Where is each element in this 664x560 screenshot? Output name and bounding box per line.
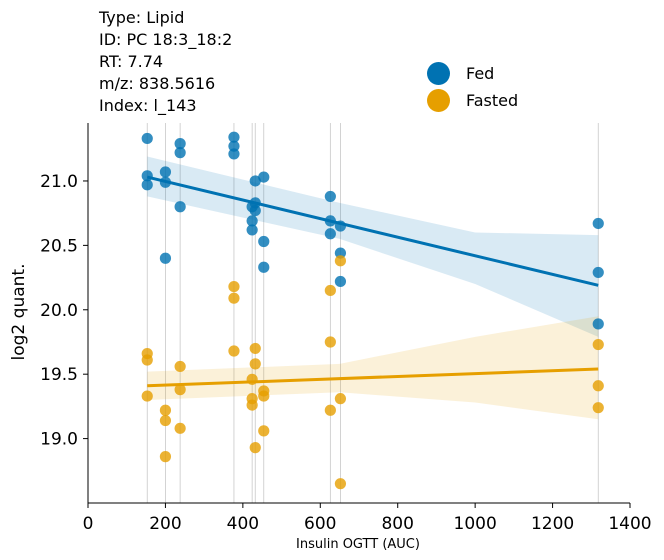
data-point-fasted xyxy=(324,336,336,348)
data-point-fed xyxy=(141,132,153,145)
data-point-fasted xyxy=(592,380,604,392)
data-point-fasted xyxy=(174,422,186,434)
data-point-fasted xyxy=(324,284,336,297)
data-point-fed xyxy=(141,179,153,191)
data-point-fasted xyxy=(228,292,240,304)
x-tick-label: 1200 xyxy=(531,514,574,534)
data-point-fasted xyxy=(334,393,347,405)
data-point-fasted xyxy=(159,414,172,427)
data-point-fasted xyxy=(592,402,604,414)
data-point-fed xyxy=(334,247,347,259)
data-point-fasted xyxy=(141,390,153,402)
data-point-fed xyxy=(228,131,240,143)
confidence-band-fasted xyxy=(147,316,599,420)
x-axis-label: Insulin OGTT (AUC) xyxy=(296,537,420,552)
data-point-fed xyxy=(228,148,240,160)
info-id: ID: PC 18:3_18:2 xyxy=(99,30,233,49)
data-point-fasted xyxy=(592,338,604,351)
legend-label-fed: Fed xyxy=(466,64,495,83)
data-point-fed xyxy=(258,235,270,248)
data-point-fasted xyxy=(334,255,347,267)
data-point-fed xyxy=(249,204,261,217)
y-axis-label: log2 quant. xyxy=(9,264,29,361)
data-point-fasted xyxy=(249,358,261,370)
info-index: Index: l_143 xyxy=(99,96,197,115)
x-tick-label: 400 xyxy=(227,514,259,534)
x-tick-label: 1400 xyxy=(608,514,651,534)
info-type: Type: Lipid xyxy=(99,8,185,27)
data-point-fed xyxy=(174,147,186,159)
data-point-fed xyxy=(174,138,186,150)
data-point-fed xyxy=(246,215,258,227)
data-point-fasted xyxy=(258,425,270,437)
data-point-fasted xyxy=(258,390,270,402)
data-point-fed xyxy=(228,140,240,152)
x-tick-label: 0 xyxy=(83,514,94,534)
regression-line-fed xyxy=(146,175,599,287)
y-tick-label: 20.5 xyxy=(40,236,78,256)
data-point-fasted xyxy=(159,404,172,416)
data-point-fed xyxy=(592,318,604,330)
info-mz: m/z: 838.5616 xyxy=(99,74,216,93)
confidence-band-fed xyxy=(147,156,599,337)
data-point-fed xyxy=(324,190,336,203)
data-point-fed xyxy=(258,261,270,273)
data-point-fed xyxy=(159,166,172,178)
data-point-fed xyxy=(159,252,172,264)
data-point-fasted xyxy=(174,360,186,373)
regression-line-fasted xyxy=(147,367,599,388)
y-tick-label: 19.5 xyxy=(40,365,78,385)
data-point-fasted xyxy=(249,342,261,355)
x-tick-label: 600 xyxy=(304,514,336,534)
legend-label-fasted: Fasted xyxy=(466,91,519,110)
data-point-fasted xyxy=(174,384,186,396)
data-point-fed xyxy=(592,266,604,279)
y-tick-label: 20.0 xyxy=(40,301,78,321)
info-rt: RT: 7.74 xyxy=(99,52,164,71)
data-point-fasted xyxy=(141,354,153,366)
legend-marker-fed xyxy=(427,62,450,85)
data-point-fasted xyxy=(249,442,261,454)
data-point-fasted xyxy=(159,451,172,463)
data-point-fasted xyxy=(228,280,240,293)
x-tick-label: 200 xyxy=(149,514,181,534)
data-point-fed xyxy=(246,224,258,236)
data-point-fed xyxy=(334,275,347,288)
data-point-fasted xyxy=(334,478,347,490)
data-point-fed xyxy=(258,171,270,183)
y-tick-label: 19.0 xyxy=(40,430,78,450)
legend-item-fed: Fed xyxy=(427,62,494,85)
data-point-fed xyxy=(592,217,604,230)
legend-marker-fasted xyxy=(427,89,450,112)
data-point-fasted xyxy=(324,404,336,416)
data-point-fasted xyxy=(246,399,258,411)
data-point-fed xyxy=(324,228,336,240)
x-tick-label: 800 xyxy=(381,514,413,534)
x-tick-label: 1000 xyxy=(454,514,497,534)
data-point-fasted xyxy=(228,345,240,357)
data-point-fed xyxy=(249,175,261,187)
data-point-fed xyxy=(174,201,186,213)
legend-item-fasted: Fasted xyxy=(427,89,518,112)
y-tick-label: 21.0 xyxy=(40,172,78,192)
